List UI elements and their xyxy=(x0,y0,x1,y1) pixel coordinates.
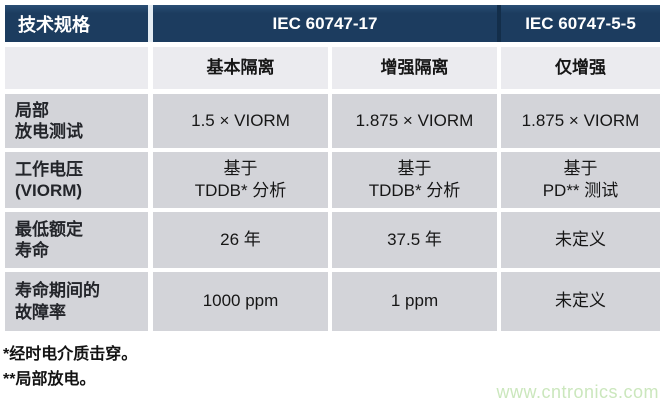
row-label: 最低额定 寿命 xyxy=(5,212,148,268)
header-divider-light xyxy=(148,5,153,42)
cell-value: 1.875 × VIORM xyxy=(501,94,660,148)
subheader-row: 基本隔离 增强隔离 仅增强 xyxy=(5,47,660,89)
header-cell-iec-60747-17: IEC 60747-17 xyxy=(153,5,497,42)
cell-value: 37.5 年 xyxy=(332,212,497,268)
table-row-minimum-rated-lifetime: 最低额定 寿命 26 年 37.5 年 未定义 xyxy=(5,212,660,268)
watermark-cntronics: www.cntronics.com xyxy=(496,382,659,402)
subheader-cell-empty xyxy=(5,47,148,89)
footnote-pd: **局部放电。 xyxy=(3,371,96,388)
footnotes: *经时电介质击穿。 **局部放电。 xyxy=(3,342,137,392)
subheader-cell-reinforced-isolation: 增强隔离 xyxy=(332,47,497,89)
table-row-working-voltage: 工作电压 (VIORM) 基于 TDDB* 分析 基于 TDDB* 分析 基于 … xyxy=(5,152,660,208)
row-label: 工作电压 (VIORM) xyxy=(5,152,148,208)
cell-value: 26 年 xyxy=(153,212,328,268)
subheader-cell-reinforced-only: 仅增强 xyxy=(501,47,660,89)
subheader-cell-basic-isolation: 基本隔离 xyxy=(153,47,328,89)
footnote-tddb: *经时电介质击穿。 xyxy=(3,346,138,363)
cell-value: 未定义 xyxy=(501,272,660,331)
cell-value: 基于 TDDB* 分析 xyxy=(332,152,497,208)
row-label: 寿命期间的 故障率 xyxy=(5,272,148,331)
table-row-partial-discharge-test: 局部 放电测试 1.5 × VIORM 1.875 × VIORM 1.875 … xyxy=(5,94,660,148)
cell-value: 未定义 xyxy=(501,212,660,268)
spec-table: 技术规格 IEC 60747-17 IEC 60747-5-5 基本隔离 增强隔… xyxy=(5,5,660,331)
header-divider-dark xyxy=(497,5,501,42)
cell-value: 1000 ppm xyxy=(153,272,328,331)
row-label: 局部 放电测试 xyxy=(5,94,148,148)
header-cell-spec-title: 技术规格 xyxy=(5,5,148,42)
table-row-failure-rate: 寿命期间的 故障率 1000 ppm 1 ppm 未定义 xyxy=(5,272,660,331)
cell-value: 1 ppm xyxy=(332,272,497,331)
cell-value: 基于 TDDB* 分析 xyxy=(153,152,328,208)
cell-value: 1.5 × VIORM xyxy=(153,94,328,148)
table-header-row: 技术规格 IEC 60747-17 IEC 60747-5-5 xyxy=(5,5,660,42)
cell-value: 1.875 × VIORM xyxy=(332,94,497,148)
cell-value: 基于 PD** 测试 xyxy=(501,152,660,208)
header-cell-iec-60747-5-5: IEC 60747-5-5 xyxy=(501,5,660,42)
